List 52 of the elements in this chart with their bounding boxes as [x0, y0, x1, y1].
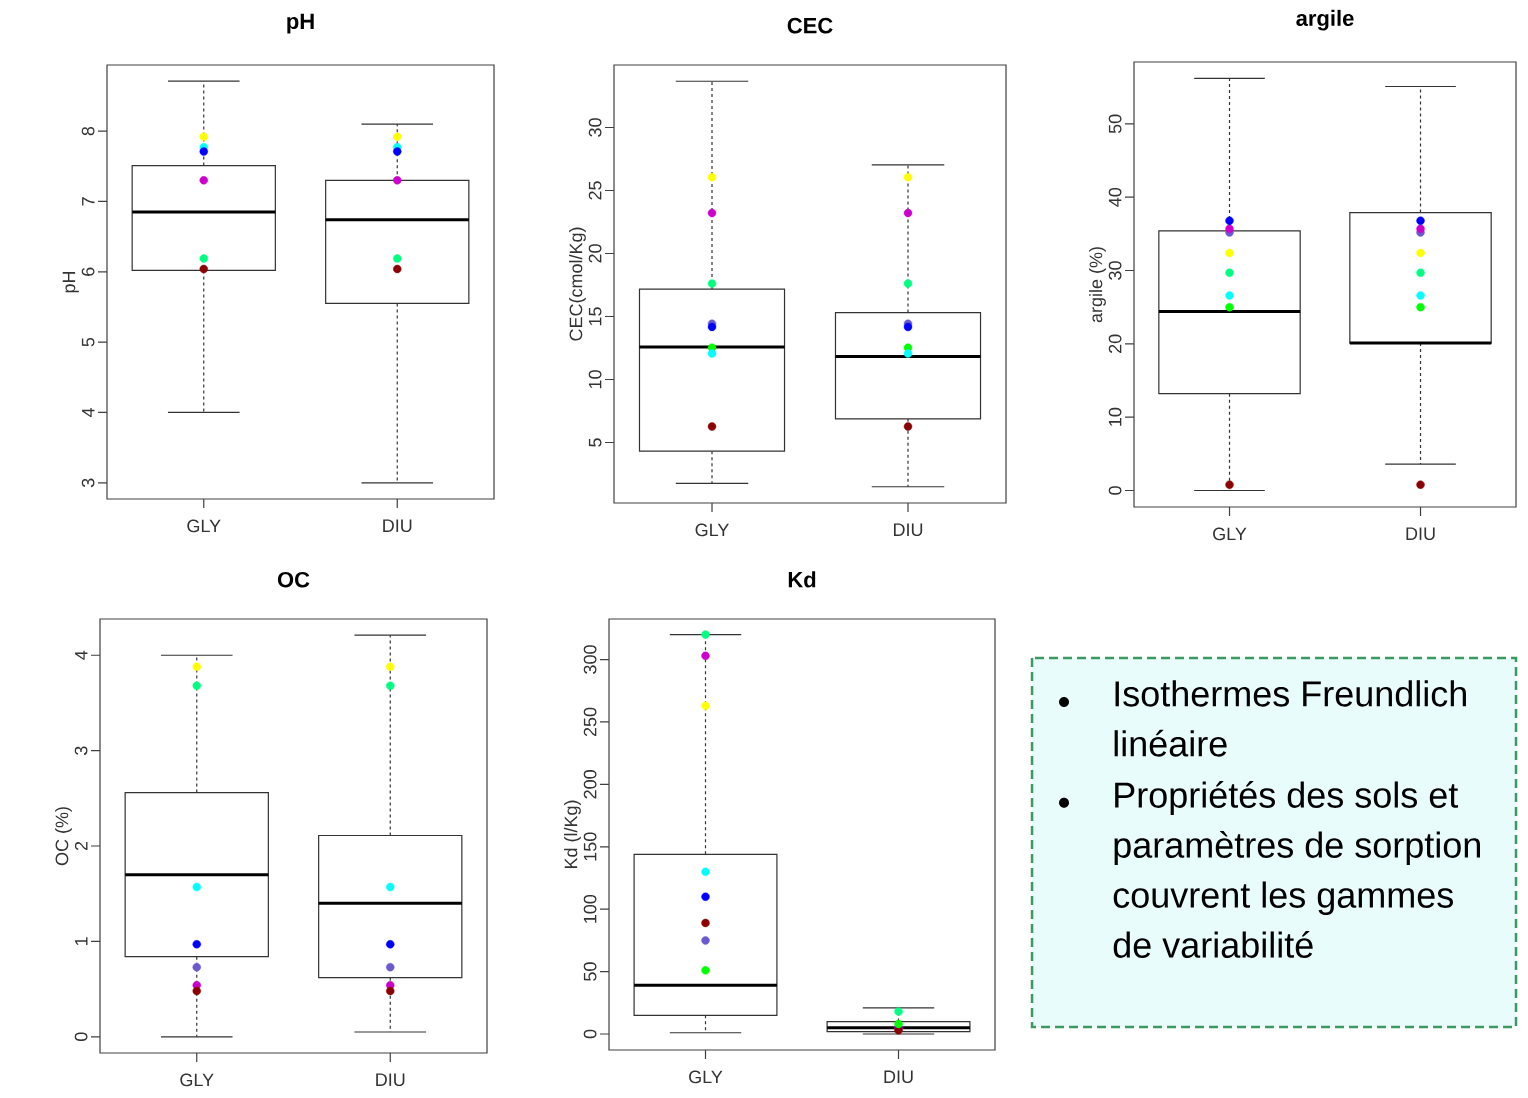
chart-title: OC — [277, 571, 310, 588]
x-tick-label: GLY — [180, 1073, 214, 1087]
y-axis-title: Kd (l/Kg) — [564, 800, 581, 869]
y-tick-label: 7 — [82, 197, 95, 206]
y-tick-label: 5 — [588, 438, 602, 447]
y-tick-label: 4 — [75, 650, 88, 660]
y-tick-label: 50 — [1108, 114, 1122, 134]
x-tick-label: DIU — [1406, 527, 1435, 541]
x-tick-label: GLY — [187, 519, 221, 533]
y-tick-label: 1 — [75, 937, 88, 946]
text: Isothermes Freundlich linéaire — [1114, 680, 1466, 757]
x-tick-label: GLY — [1213, 527, 1247, 541]
y-tick-label: 0 — [74, 1032, 88, 1042]
x-tick-label: GLY — [689, 1070, 723, 1084]
y-tick-label: 100 — [583, 894, 597, 923]
y-tick-label: 40 — [1108, 187, 1122, 207]
y-tick-label: 8 — [81, 126, 95, 136]
y-axis-title: OC (%) — [55, 807, 72, 866]
y-tick-label: 50 — [583, 962, 597, 981]
y-axis-title: pH — [62, 271, 79, 293]
y-tick-label: 2 — [74, 841, 88, 851]
text: Propriétés des sols et paramètres de sorption couvrent les gammes de variabilité — [1113, 781, 1480, 958]
y-tick-label: 25 — [588, 181, 602, 200]
y-tick-label: 10 — [588, 370, 602, 389]
y-tick-label: 250 — [583, 707, 597, 737]
y-tick-label: 4 — [82, 407, 95, 418]
y-tick-label: 0 — [1108, 486, 1122, 495]
x-tick-label: DIU — [884, 1070, 913, 1084]
chart-title: CEC — [787, 17, 833, 34]
y-tick-label: 3 — [81, 478, 95, 488]
y-tick-label: 6 — [81, 267, 95, 276]
y-tick-label: 10 — [1108, 407, 1122, 426]
y-tick-label: 0 — [583, 1029, 597, 1039]
y-tick-label: 20 — [588, 244, 602, 263]
y-axis-title: CEC(cmol/Kg) — [569, 227, 586, 341]
y-tick-label: 15 — [588, 307, 602, 326]
x-tick-label: GLY — [695, 523, 729, 537]
chart-title: Kd — [788, 571, 816, 588]
y-tick-label: 5 — [81, 337, 95, 347]
y-tick-label: 30 — [1108, 261, 1122, 280]
chart-title: pH — [287, 13, 314, 34]
y-tick-label: 300 — [583, 645, 597, 674]
y-axis-title: argile (%) — [1089, 247, 1106, 323]
x-tick-label: DIU — [893, 523, 923, 537]
y-tick-label: 200 — [583, 770, 597, 799]
y-tick-label: 3 — [74, 746, 88, 755]
x-tick-label: DIU — [376, 1073, 405, 1087]
x-tick-label: DIU — [383, 519, 412, 533]
chart-title: argile — [1296, 9, 1354, 31]
y-tick-label: 30 — [588, 118, 602, 137]
y-tick-label: 150 — [583, 832, 597, 861]
y-tick-label: 20 — [1108, 334, 1122, 353]
